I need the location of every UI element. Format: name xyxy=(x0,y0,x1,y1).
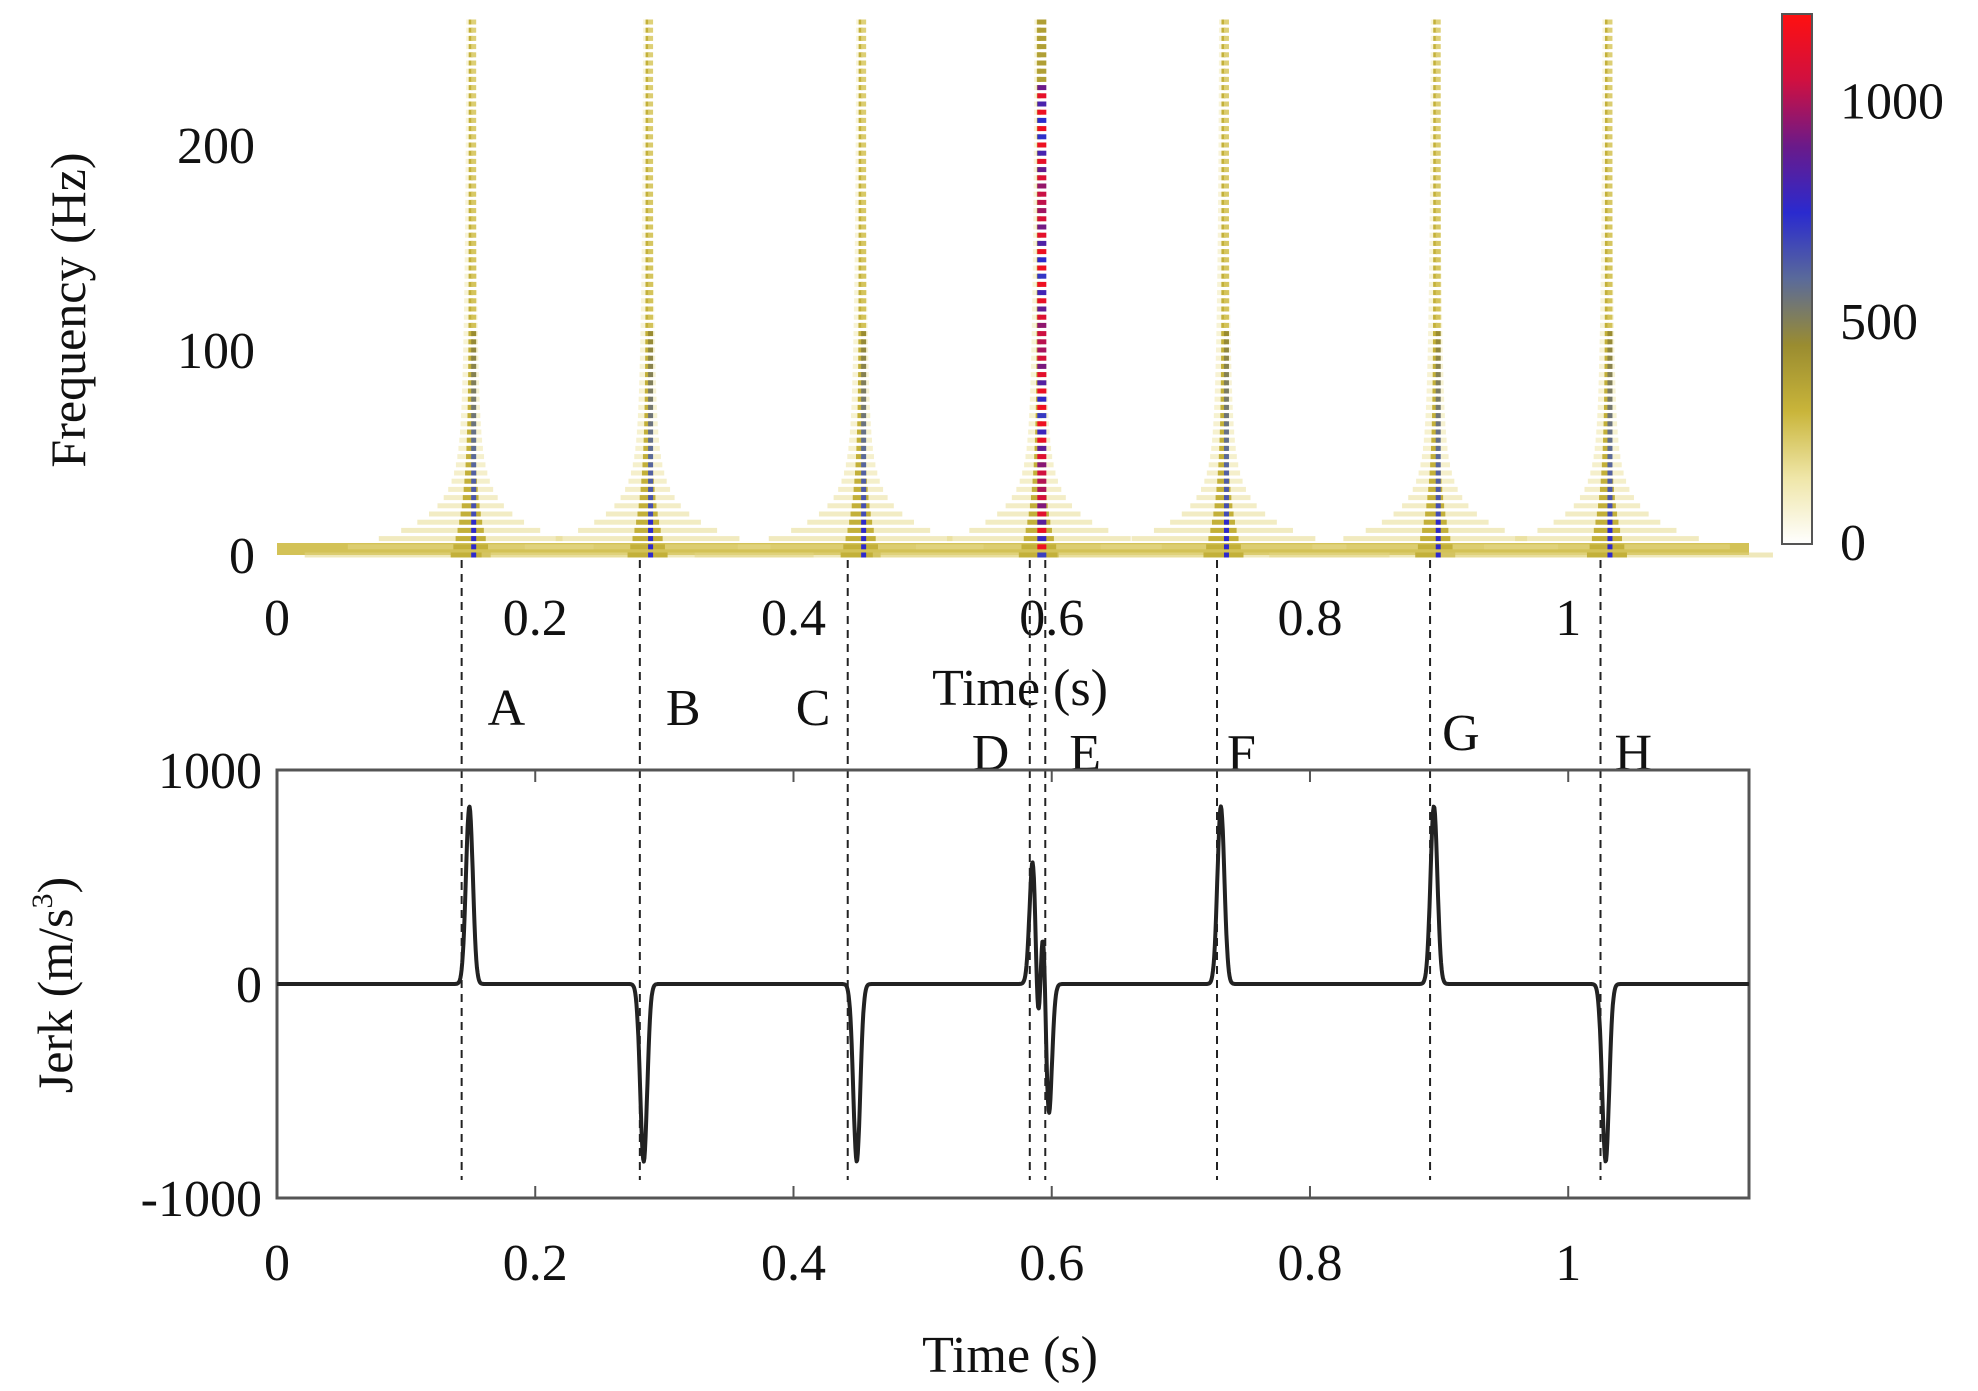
event-markers: A B C D E F G H xyxy=(460,560,1653,1180)
colorbar-tick-label: 500 xyxy=(1840,294,1918,351)
jerk-y-tick-label: 1000 xyxy=(158,743,262,800)
spectrogram-y-tick-label: 100 xyxy=(177,323,255,380)
colorbar-tick-label: 1000 xyxy=(1840,73,1944,130)
spectrogram-x-tick-label: 1 xyxy=(1555,590,1581,647)
spectrogram-event xyxy=(694,19,1027,558)
event-marker-label: G xyxy=(1442,705,1480,762)
jerk-y-tick-label: -1000 xyxy=(141,1171,262,1228)
spectrogram-event xyxy=(481,19,814,558)
jerk-x-tick-label: 0.6 xyxy=(1019,1235,1084,1292)
jerk-x-tick-label: 0.4 xyxy=(761,1235,826,1292)
colorbar-tick-label: 0 xyxy=(1840,515,1866,572)
spectrogram-event xyxy=(1440,19,1773,558)
spectrogram-event xyxy=(304,19,637,558)
spectrogram-x-tick-label: 0.2 xyxy=(503,590,568,647)
spectrogram-x-tick-label: 0.8 xyxy=(1277,590,1342,647)
event-marker-label: H xyxy=(1615,725,1653,782)
event-marker-label: E xyxy=(1069,725,1101,782)
spectrogram-y-tick-label: 200 xyxy=(177,118,255,175)
spectrogram-event xyxy=(872,19,1205,558)
jerk-x-tick-label: 0.2 xyxy=(503,1235,568,1292)
jerk-y-axis-label-superscript: 3 xyxy=(26,893,59,908)
spectrogram-x-tick-label: 0 xyxy=(264,590,290,647)
colorbar: 0 500 1000 xyxy=(1781,13,1944,572)
spectrogram-event xyxy=(1057,19,1390,558)
jerk-x-ticks: 0 0.2 0.4 0.6 0.8 1 xyxy=(264,770,1581,1292)
jerk-y-axis-label-suffix: ) xyxy=(27,877,83,894)
event-marker-label: C xyxy=(796,680,831,737)
spectrogram-y-axis-label: Frequency (Hz) xyxy=(40,152,96,467)
event-marker-label: A xyxy=(488,680,526,737)
jerk-y-axis-label: Jerk (m/s3) xyxy=(26,877,83,1093)
jerk-x-axis-label: Time (s) xyxy=(922,1327,1098,1384)
spectrogram-y-tick-label: 0 xyxy=(229,528,255,585)
jerk-x-tick-label: 1 xyxy=(1555,1235,1581,1292)
jerk-y-axis-label-main: Jerk (m/s xyxy=(27,908,83,1093)
jerk-x-tick-label: 0.8 xyxy=(1277,1235,1342,1292)
jerk-x-tick-label: 0 xyxy=(264,1235,290,1292)
colorbar-ticks: 0 500 1000 xyxy=(1840,73,1944,572)
spectrogram-y-ticks: 0 100 200 xyxy=(177,118,255,585)
event-marker-label: D xyxy=(972,725,1010,782)
jerk-y-ticks: 1000 0 -1000 xyxy=(141,743,1749,1228)
jerk-y-tick-label: 0 xyxy=(236,957,262,1014)
spectrogram-heatmap xyxy=(277,19,1773,558)
spectrogram-x-axis-label: Time (s) xyxy=(932,660,1108,717)
event-marker-label: F xyxy=(1227,725,1256,782)
colorbar-gradient xyxy=(1781,13,1813,545)
event-marker-label: B xyxy=(666,680,701,737)
spectrogram-x-tick-label: 0.4 xyxy=(761,590,826,647)
spectrogram-event xyxy=(1269,19,1602,558)
jerk-series-line xyxy=(275,804,1751,1164)
